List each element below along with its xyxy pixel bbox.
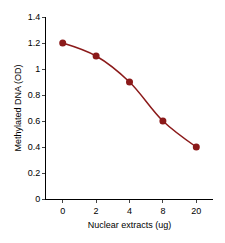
svg-text:0.8: 0.8 [28,90,41,100]
svg-text:Nuclear extracts (ug): Nuclear extracts (ug) [88,220,172,230]
svg-text:1: 1 [35,64,40,74]
svg-text:8: 8 [160,206,165,216]
svg-text:20: 20 [191,206,201,216]
svg-text:0.6: 0.6 [28,116,41,126]
svg-text:2: 2 [94,206,99,216]
svg-text:0: 0 [35,194,40,204]
svg-text:Methylated DNA (OD): Methylated DNA (OD) [13,64,23,151]
svg-text:1.4: 1.4 [28,12,41,22]
svg-text:1.2: 1.2 [28,38,41,48]
svg-text:0.4: 0.4 [28,142,41,152]
svg-text:0: 0 [60,206,65,216]
svg-text:0.2: 0.2 [28,168,41,178]
svg-text:4: 4 [127,206,132,216]
